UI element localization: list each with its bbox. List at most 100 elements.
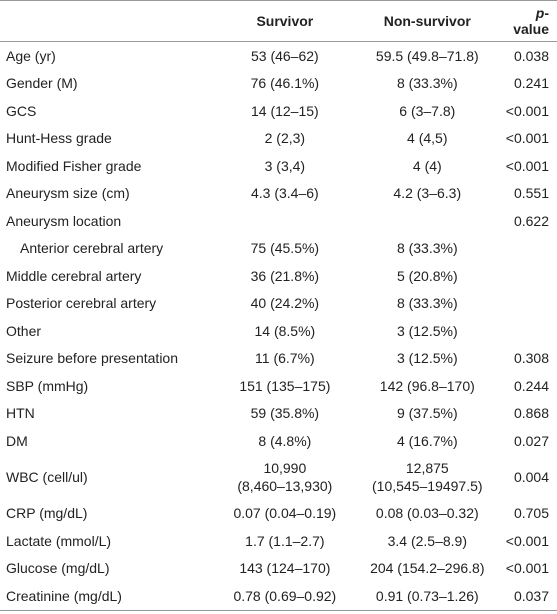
table-cell: 0.91 (0.73–1.26) [375, 587, 479, 604]
table-row: Lactate (mmol/L) 1.7 (1.1–2.7) 3.4 (2.5–8.… [0, 527, 557, 555]
table-cell: 151 (135–175) [239, 377, 331, 394]
table-cell: 4 (4) [412, 157, 442, 174]
row-label: Glucose (mg/dL) [6, 560, 110, 577]
table-cell: 0.551 [513, 185, 549, 202]
table-cell: 0.241 [513, 75, 549, 92]
table-cell: 59.5 (49.8–71.8) [375, 47, 479, 64]
table-cell: 8 (33.3%) [396, 240, 458, 257]
table-cell: 14 (12–15) [250, 102, 319, 119]
table-cell [349, 207, 506, 235]
table-cell: 4.2 (3–6.3) [393, 185, 462, 202]
row-label: Posterior cerebral artery [6, 295, 157, 312]
table-head: Survivor Non-survivor p-value [0, 0, 557, 42]
table-cell: 0.308 [513, 350, 549, 367]
table-cell [221, 207, 349, 235]
header-row: Survivor Non-survivor p-value [0, 0, 557, 42]
table-cell: 9 (37.5%) [396, 405, 458, 422]
table-cell: 6 (3–7.8) [399, 102, 456, 119]
row-label: Middle cerebral artery [6, 267, 142, 284]
table-cell [506, 262, 557, 290]
row-label: WBC (cell/ul) [6, 469, 88, 485]
row-label: Creatinine (mg/dL) [6, 587, 122, 604]
table-row: WBC (cell/ul) 10,990 (8,460–13,930) 12,875… [0, 455, 557, 500]
table-cell: 40 (24.2%) [250, 295, 320, 312]
table-cell: 59 (35.8%) [250, 405, 320, 422]
table-row: Creatinine (mg/dL) 0.78 (0.69–0.92) 0.91 (… [0, 582, 557, 610]
table-cell [506, 290, 557, 318]
row-label: Seizure before presentation [6, 350, 178, 367]
table-cell: 8 (4.8%) [258, 432, 312, 449]
header-cell: Survivor [220, 0, 349, 42]
table-cell: 36 (21.8%) [250, 267, 320, 284]
header-cell: p-value [505, 0, 557, 42]
table-cell: 0.622 [513, 212, 549, 229]
table-cell: 53 (46–62) [250, 47, 319, 64]
table-cell: <0.001 [505, 560, 549, 577]
row-label: DM [6, 432, 28, 449]
table-cell: 0.08 (0.03–0.32) [375, 505, 479, 522]
table-row: Aneurysm location 0.622 [0, 207, 557, 235]
table-cell: 3 (12.5%) [396, 350, 458, 367]
table-row: Aneurysm size (cm) 4.3 (3.4–6) 4.2 (3–6.3)… [0, 180, 557, 208]
header-cell [0, 0, 221, 42]
table-cell: <0.001 [505, 130, 549, 147]
table-cell: 12,875 (10,545–19497.5) [372, 460, 483, 494]
row-label: GCS [6, 102, 37, 119]
row-label: Anterior cerebral artery [20, 240, 164, 257]
row-label: CRP (mg/dL) [6, 505, 88, 522]
table-cell: 4.3 (3.4–6) [250, 185, 319, 202]
table-cell: <0.001 [505, 102, 549, 119]
table-row: Glucose (mg/dL) 143 (124–170) 204 (154.2–2… [0, 555, 557, 583]
row-label: HTN [6, 405, 35, 422]
table-cell: 76 (46.1%) [250, 75, 320, 92]
table-row: Other 14 (8.5%) 3 (12.5%) [0, 317, 557, 345]
table-cell: 0.038 [513, 47, 549, 64]
table-row: Gender (M) 76 (46.1%) 8 (33.3%) 0.241 [0, 70, 557, 98]
table-cell: 4 (4,5) [407, 130, 448, 147]
table-cell: 2 (2,3) [264, 130, 306, 147]
table-cell: 1.7 (1.1–2.7) [245, 532, 325, 549]
row-label: Gender (M) [6, 75, 78, 92]
table-row: SBP (mmHg) 151 (135–175) 142 (96.8–170) 0.2… [0, 372, 557, 400]
row-label: Lactate (mmol/L) [6, 532, 112, 549]
table-body: Age (yr) 53 (46–62) 59.5 (49.8–71.8) 0.038 G… [0, 42, 557, 611]
table-row: GCS 14 (12–15) 6 (3–7.8) <0.001 [0, 97, 557, 125]
table-cell: 0.244 [513, 377, 549, 394]
table-cell: <0.001 [505, 532, 549, 549]
table-cell: 10,990 (8,460–13,930) [237, 460, 333, 494]
table-cell: 11 (6.7%) [255, 350, 315, 367]
table-cell: 143 (124–170) [239, 560, 331, 577]
table-row: Seizure before presentation 11 (6.7%) 3 (1… [0, 345, 557, 373]
row-label: Hunt-Hess grade [6, 130, 112, 147]
table-cell: 0.037 [513, 587, 549, 604]
table-cell: 14 (8.5%) [254, 322, 316, 339]
table-cell: 0.004 [513, 469, 549, 485]
table-row: Posterior cerebral artery 40 (24.2%) 8 (33… [0, 290, 557, 318]
table-cell [506, 317, 557, 345]
table-cell [506, 235, 557, 263]
table-cell: 0.705 [513, 505, 549, 522]
table-row: Hunt-Hess grade 2 (2,3) 4 (4,5) <0.001 [0, 125, 557, 153]
table-cell: 0.868 [513, 405, 549, 422]
table-cell: 142 (96.8–170) [379, 377, 475, 394]
table-cell: 0.07 (0.04–0.19) [233, 505, 337, 522]
table-cell: 3 (12.5%) [396, 322, 458, 339]
table-cell: 3 (3,4) [264, 157, 306, 174]
table-row: Modified Fisher grade 3 (3,4) 4 (4) <0.001 [0, 152, 557, 180]
table-cell: 75 (45.5%) [250, 240, 320, 257]
row-label: Age (yr) [6, 47, 56, 64]
table-row: Middle cerebral artery 36 (21.8%) 5 (20.8%… [0, 262, 557, 290]
row-label: Aneurysm location [6, 212, 122, 229]
table-row: Age (yr) 53 (46–62) 59.5 (49.8–71.8) 0.038 [0, 42, 557, 70]
table-cell: 8 (33.3%) [396, 75, 458, 92]
table-cell: 3.4 (2.5–8.9) [387, 532, 467, 549]
table-cell: 0.78 (0.69–0.92) [233, 587, 337, 604]
header-cell: Non-survivor [348, 0, 506, 42]
row-label: Other [6, 322, 42, 339]
table-cell: 8 (33.3%) [396, 295, 458, 312]
row-label: Aneurysm size (cm) [6, 185, 130, 202]
table-cell: <0.001 [505, 157, 549, 174]
table-row: HTN 59 (35.8%) 9 (37.5%) 0.868 [0, 400, 557, 428]
